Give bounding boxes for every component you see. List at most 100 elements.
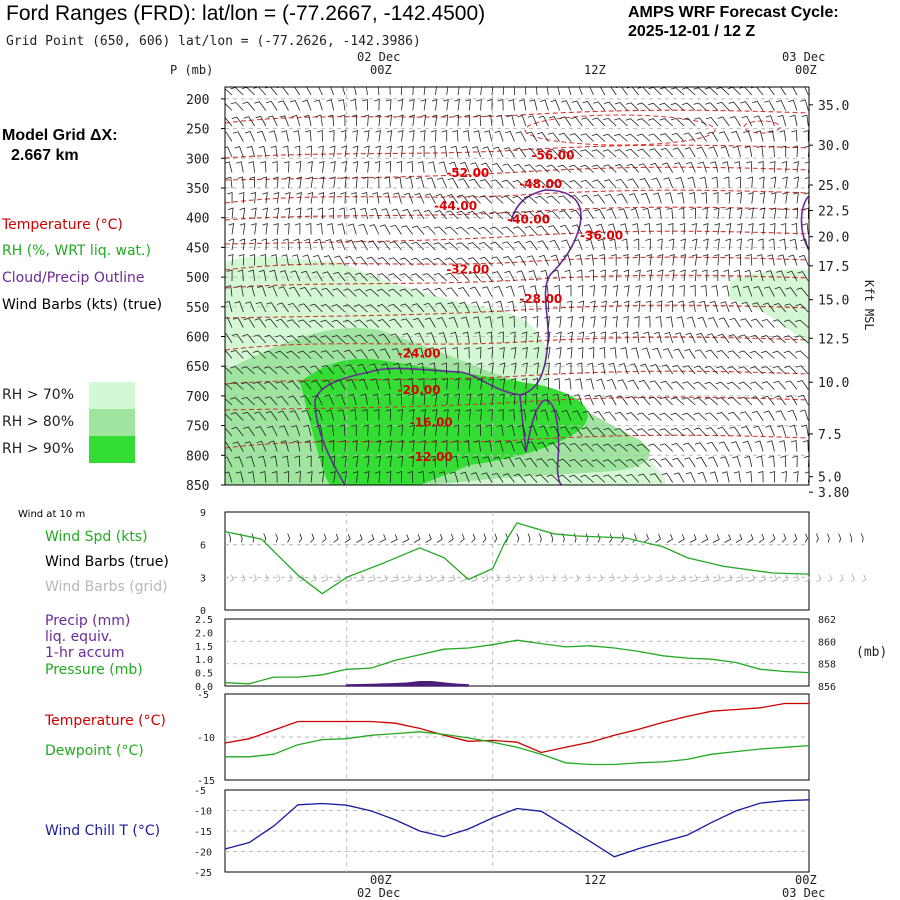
wind-barb (549, 425, 561, 437)
wind-barb (341, 161, 348, 173)
wind-barb (360, 207, 368, 220)
wind-barb (652, 347, 662, 359)
wind-barb (712, 269, 719, 282)
wind-barb (443, 99, 449, 111)
wind-barb (704, 87, 719, 96)
wind-barb (402, 208, 414, 220)
wind-barb (547, 132, 561, 142)
wind-barb (670, 102, 685, 111)
wind-barb (789, 238, 798, 251)
wind-barb (284, 222, 290, 235)
wind-barb (703, 238, 709, 251)
wind-barb (408, 145, 414, 158)
wind-barb (246, 285, 255, 297)
wind-barb (410, 273, 425, 282)
wind-barb (671, 381, 685, 390)
wind-barb (672, 364, 685, 375)
wind-barb (440, 455, 448, 468)
wind-barb (295, 470, 301, 483)
wind-barb (362, 176, 369, 189)
wind-barb (369, 224, 380, 235)
kft-tick-label: 30.0 (818, 139, 849, 154)
temperature-contour-label: -28.00 (519, 292, 562, 306)
wind-barb (338, 99, 346, 111)
wind-barb (420, 440, 426, 452)
wind-barb (531, 393, 538, 406)
wind-barb (405, 176, 414, 189)
cloud-outline (519, 394, 563, 485)
wind-barb (473, 440, 481, 452)
wind-barb (370, 378, 380, 390)
temperature-contour-label: -16.00 (410, 416, 453, 430)
kft-tick-label: 12.5 (818, 332, 849, 347)
wind-barb (291, 114, 301, 127)
wind-barb (279, 270, 289, 282)
wind-barb (794, 319, 809, 328)
wind-barb (366, 256, 380, 266)
wind-barb (350, 98, 357, 111)
wind-barb (424, 317, 436, 328)
wind-barb (454, 99, 460, 111)
wind-barb (767, 254, 775, 266)
wind-barb-grid (816, 574, 822, 583)
wind-barb (479, 179, 493, 189)
wind-barb (681, 397, 696, 406)
wind-barb (725, 207, 732, 220)
wind-barb (275, 366, 289, 375)
wind-barb (535, 87, 538, 96)
wind-barb (670, 397, 685, 406)
wind-barb (588, 269, 594, 281)
wind-barb (781, 470, 787, 483)
wind-barb (241, 396, 255, 406)
wind-barb (602, 443, 617, 452)
wind-barb (646, 269, 653, 282)
wind-barb (286, 319, 301, 328)
wind-barb (238, 253, 245, 266)
wind-barb (512, 226, 527, 235)
wind-barb (400, 241, 414, 251)
wind-barb (761, 381, 775, 390)
wind-barb (670, 412, 685, 421)
wind-barb (606, 378, 617, 390)
wind-barb (626, 87, 640, 96)
wind-barb (294, 145, 301, 158)
wind-barb (426, 177, 436, 189)
wind-barb (399, 273, 414, 282)
wind-barb (475, 346, 482, 359)
wind-barb (499, 347, 505, 359)
wind-barb (686, 316, 696, 328)
wind-barb (732, 456, 741, 468)
wind-barb (563, 393, 572, 406)
wind-barb (746, 253, 753, 266)
wind-barb (724, 253, 731, 266)
wind-barb (382, 192, 391, 204)
wind-barb (299, 287, 312, 297)
wind-barb (714, 223, 720, 235)
wind-chill-tick-label: -5 (194, 786, 206, 797)
wind-barb (603, 101, 617, 111)
wind-barb (546, 474, 560, 483)
wind-barb (659, 428, 673, 437)
wind-barb-grid (574, 574, 580, 583)
wind-barb (697, 316, 707, 328)
wind-barb (360, 393, 368, 406)
wind-barb (525, 240, 538, 251)
wind-barb (245, 301, 255, 313)
wind-barb (417, 161, 425, 173)
wind-barb (377, 319, 391, 328)
wind-barb (318, 161, 325, 173)
wind-barb (648, 396, 662, 406)
wind-barb (519, 409, 527, 421)
wind-barb (309, 365, 323, 375)
wind-barb (758, 160, 764, 173)
wind-barb (585, 238, 594, 251)
wind-barb (681, 87, 696, 96)
wind-barb (273, 176, 279, 189)
wind-barb (709, 300, 719, 313)
wind-barb (750, 396, 764, 406)
wind-barb (693, 381, 707, 390)
wind-barb (480, 162, 493, 173)
wind-barb (680, 238, 686, 251)
wind-barb (288, 395, 301, 406)
wind-barb (449, 161, 459, 173)
